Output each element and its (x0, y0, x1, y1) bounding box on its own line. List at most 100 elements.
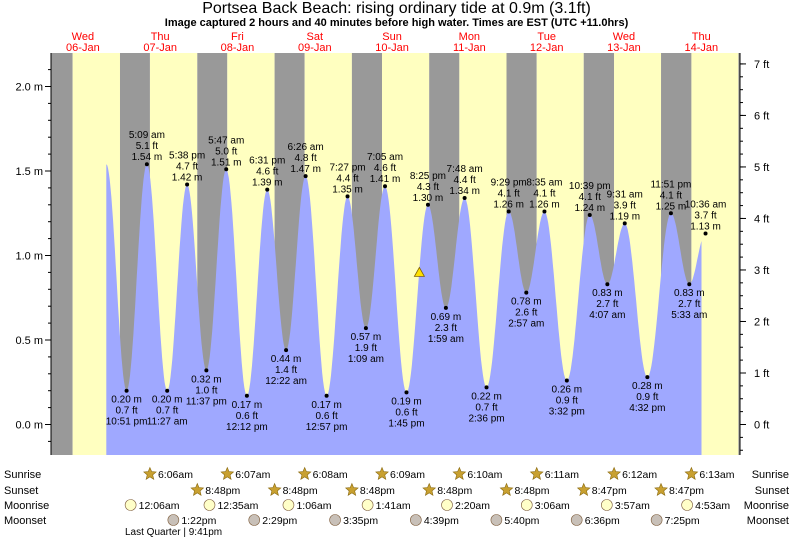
extreme-point (124, 388, 129, 393)
moonrise-time: 12:35am (217, 500, 258, 512)
day-date-label: 13-Jan (607, 42, 641, 54)
moonset-time: 3:35pm (343, 515, 378, 527)
extreme-time: 10:36 am (685, 200, 727, 211)
moonrise-time: 12:06am (139, 500, 180, 512)
extreme-metres: 1.54 m (132, 152, 163, 163)
moon-icon (203, 499, 216, 511)
extreme-metres: 0.17 m (232, 400, 263, 411)
night-band (51, 53, 73, 455)
day-date-label: 12-Jan (530, 42, 564, 54)
extreme-time: 2:36 pm (468, 413, 504, 424)
sun-icon (529, 466, 544, 480)
extreme-metres: 0.44 m (271, 354, 302, 365)
extreme-point (542, 209, 547, 214)
day-date-label: 06-Jan (66, 42, 100, 54)
extreme-point (303, 174, 308, 179)
moon-icon (124, 499, 137, 511)
extreme-point (324, 393, 329, 398)
moonrise-time: 3:06am (535, 500, 570, 512)
extreme-metres: 0.78 m (511, 297, 542, 308)
left-tick-label: 2.0 m (15, 82, 43, 94)
sunset-time: 8:48pm (514, 485, 549, 497)
extreme-feet: 4.8 ft (294, 153, 316, 164)
extreme-feet: 0.7 ft (156, 406, 178, 417)
extreme-time: 10:39 pm (569, 181, 611, 192)
extreme-point (564, 378, 569, 383)
extreme-feet: 0.7 ft (475, 402, 497, 413)
extreme-time: 6:26 am (288, 142, 324, 153)
extreme-metres: 0.32 m (191, 374, 222, 385)
extreme-point (265, 187, 270, 192)
extreme-feet: 5.1 ft (136, 141, 158, 152)
extreme-point (687, 282, 692, 287)
day-name-label: Tue (537, 31, 556, 43)
extreme-point (363, 326, 368, 331)
extreme-time: 2:57 am (508, 319, 544, 330)
moon-phase-note: Last Quarter | 9:41pm (125, 527, 222, 538)
row-label-left-sunrise: Sunrise (4, 469, 41, 481)
extreme-time: 12:22 am (265, 376, 307, 387)
left-tick-label: 1.5 m (15, 166, 43, 178)
sun-icon (576, 482, 591, 496)
extreme-time: 11:51 pm (650, 179, 691, 190)
moonrise-time: 3:57am (615, 500, 650, 512)
extreme-metres: 0.19 m (391, 396, 422, 407)
sun-icon (607, 466, 622, 480)
right-tick-label: 3 ft (754, 265, 769, 277)
moonset-time: 5:40pm (504, 515, 539, 527)
sun-icon (499, 482, 514, 496)
extreme-feet: 3.9 ft (614, 200, 636, 211)
extreme-point (144, 162, 149, 167)
moon-icon (601, 499, 613, 511)
sunrise-time: 6:08am (313, 469, 348, 481)
extreme-feet: 4.1 ft (533, 189, 555, 200)
extreme-time: 12:12 pm (226, 422, 268, 433)
right-tick-label: 4 ft (754, 213, 769, 225)
left-tick-label: 0.5 m (15, 335, 43, 347)
moonset-time: 7:25pm (665, 515, 700, 527)
sunrise-time: 6:07am (235, 469, 270, 481)
extreme-point (345, 194, 350, 199)
day-date-label: 07-Jan (143, 42, 177, 54)
extreme-metres: 0.20 m (111, 395, 142, 406)
moon-icon (650, 514, 663, 526)
right-tick-label: 1 ft (754, 368, 769, 380)
extreme-metres: 1.35 m (332, 184, 363, 195)
extreme-point (284, 348, 289, 353)
extreme-metres: 1.26 m (529, 200, 560, 211)
day-name-label: Sun (382, 31, 402, 43)
extreme-time: 7:48 am (447, 164, 483, 175)
extreme-metres: 0.57 m (351, 332, 382, 343)
moonrise-time: 2:20am (455, 500, 490, 512)
row-label-left-sunset: Sunset (4, 485, 38, 497)
row-label-right-sunrise: Sunrise (752, 469, 789, 481)
extreme-feet: 4.7 ft (176, 162, 198, 173)
day-name-label: Mon (459, 31, 480, 43)
moon-icon (167, 514, 180, 526)
page-title: Portsea Back Beach: rising ordinary tide… (202, 0, 591, 17)
moonset-time: 4:39pm (424, 515, 459, 527)
row-label-left-moonrise: Moonrise (4, 500, 49, 512)
sunset-time: 8:48pm (205, 485, 240, 497)
sunrise-time: 6:11am (545, 469, 579, 481)
moonrise-time: 1:06am (296, 500, 331, 512)
extreme-time: 5:33 am (671, 310, 707, 321)
sunset-time: 8:48pm (360, 485, 395, 497)
extreme-feet: 2.6 ft (515, 308, 537, 319)
tide-water-area (106, 164, 702, 455)
extreme-point (484, 385, 489, 390)
extreme-time: 9:31 am (607, 189, 643, 200)
extreme-time: 1:09 am (348, 354, 384, 365)
row-label-left-moonset: Moonset (4, 515, 46, 527)
sun-icon (654, 482, 668, 496)
day-name-label: Thu (692, 31, 711, 43)
right-tick-label: 7 ft (754, 59, 769, 71)
moon-icon (520, 499, 533, 511)
moon-icon (282, 499, 295, 511)
extreme-point (185, 182, 190, 187)
sunrise-time: 6:09am (390, 469, 425, 481)
moonset-time: 1:22pm (181, 515, 216, 527)
row-label-right-sunset: Sunset (755, 485, 789, 497)
extreme-metres: 0.20 m (152, 395, 183, 406)
moon-icon (361, 499, 374, 511)
